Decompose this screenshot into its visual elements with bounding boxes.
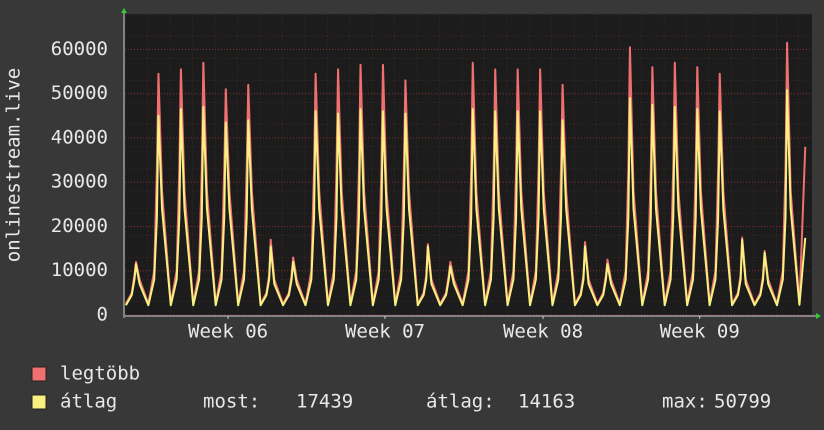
x-arrow	[816, 313, 821, 319]
x-tick-label: Week 06	[188, 321, 268, 343]
stat-label: most:	[203, 391, 260, 413]
legend-label: legtöbb	[60, 363, 140, 385]
x-tick-label: Week 08	[503, 321, 583, 343]
stat-label: átlag:	[426, 391, 495, 413]
y-tick-label: 0	[97, 304, 108, 326]
y-tick-label: 40000	[51, 126, 108, 148]
stat-value: 14163	[518, 391, 575, 413]
y-tick-label: 20000	[51, 215, 108, 237]
x-tick-label: Week 07	[345, 321, 425, 343]
y-tick-label: 50000	[51, 82, 108, 104]
series-line	[125, 89, 807, 307]
y-arrow	[121, 8, 127, 13]
y-tick-label: 60000	[51, 38, 108, 60]
y-tick-label: 30000	[51, 171, 108, 193]
legend-swatch	[31, 366, 47, 382]
x-tick-label: Week 09	[660, 321, 740, 343]
stat-label: max:	[662, 391, 708, 413]
y-axis-title: onlinestream.live	[3, 68, 25, 262]
legend-swatch	[31, 394, 47, 410]
y-tick-label: 10000	[51, 259, 108, 281]
stat-value: 17439	[296, 391, 353, 413]
legend: legtöbb átlag most: 17439 átlag: 14163 max: 507…	[31, 363, 771, 413]
stat-value: 50799	[714, 391, 771, 413]
lines	[125, 41, 807, 307]
legend-label: átlag	[60, 391, 117, 413]
